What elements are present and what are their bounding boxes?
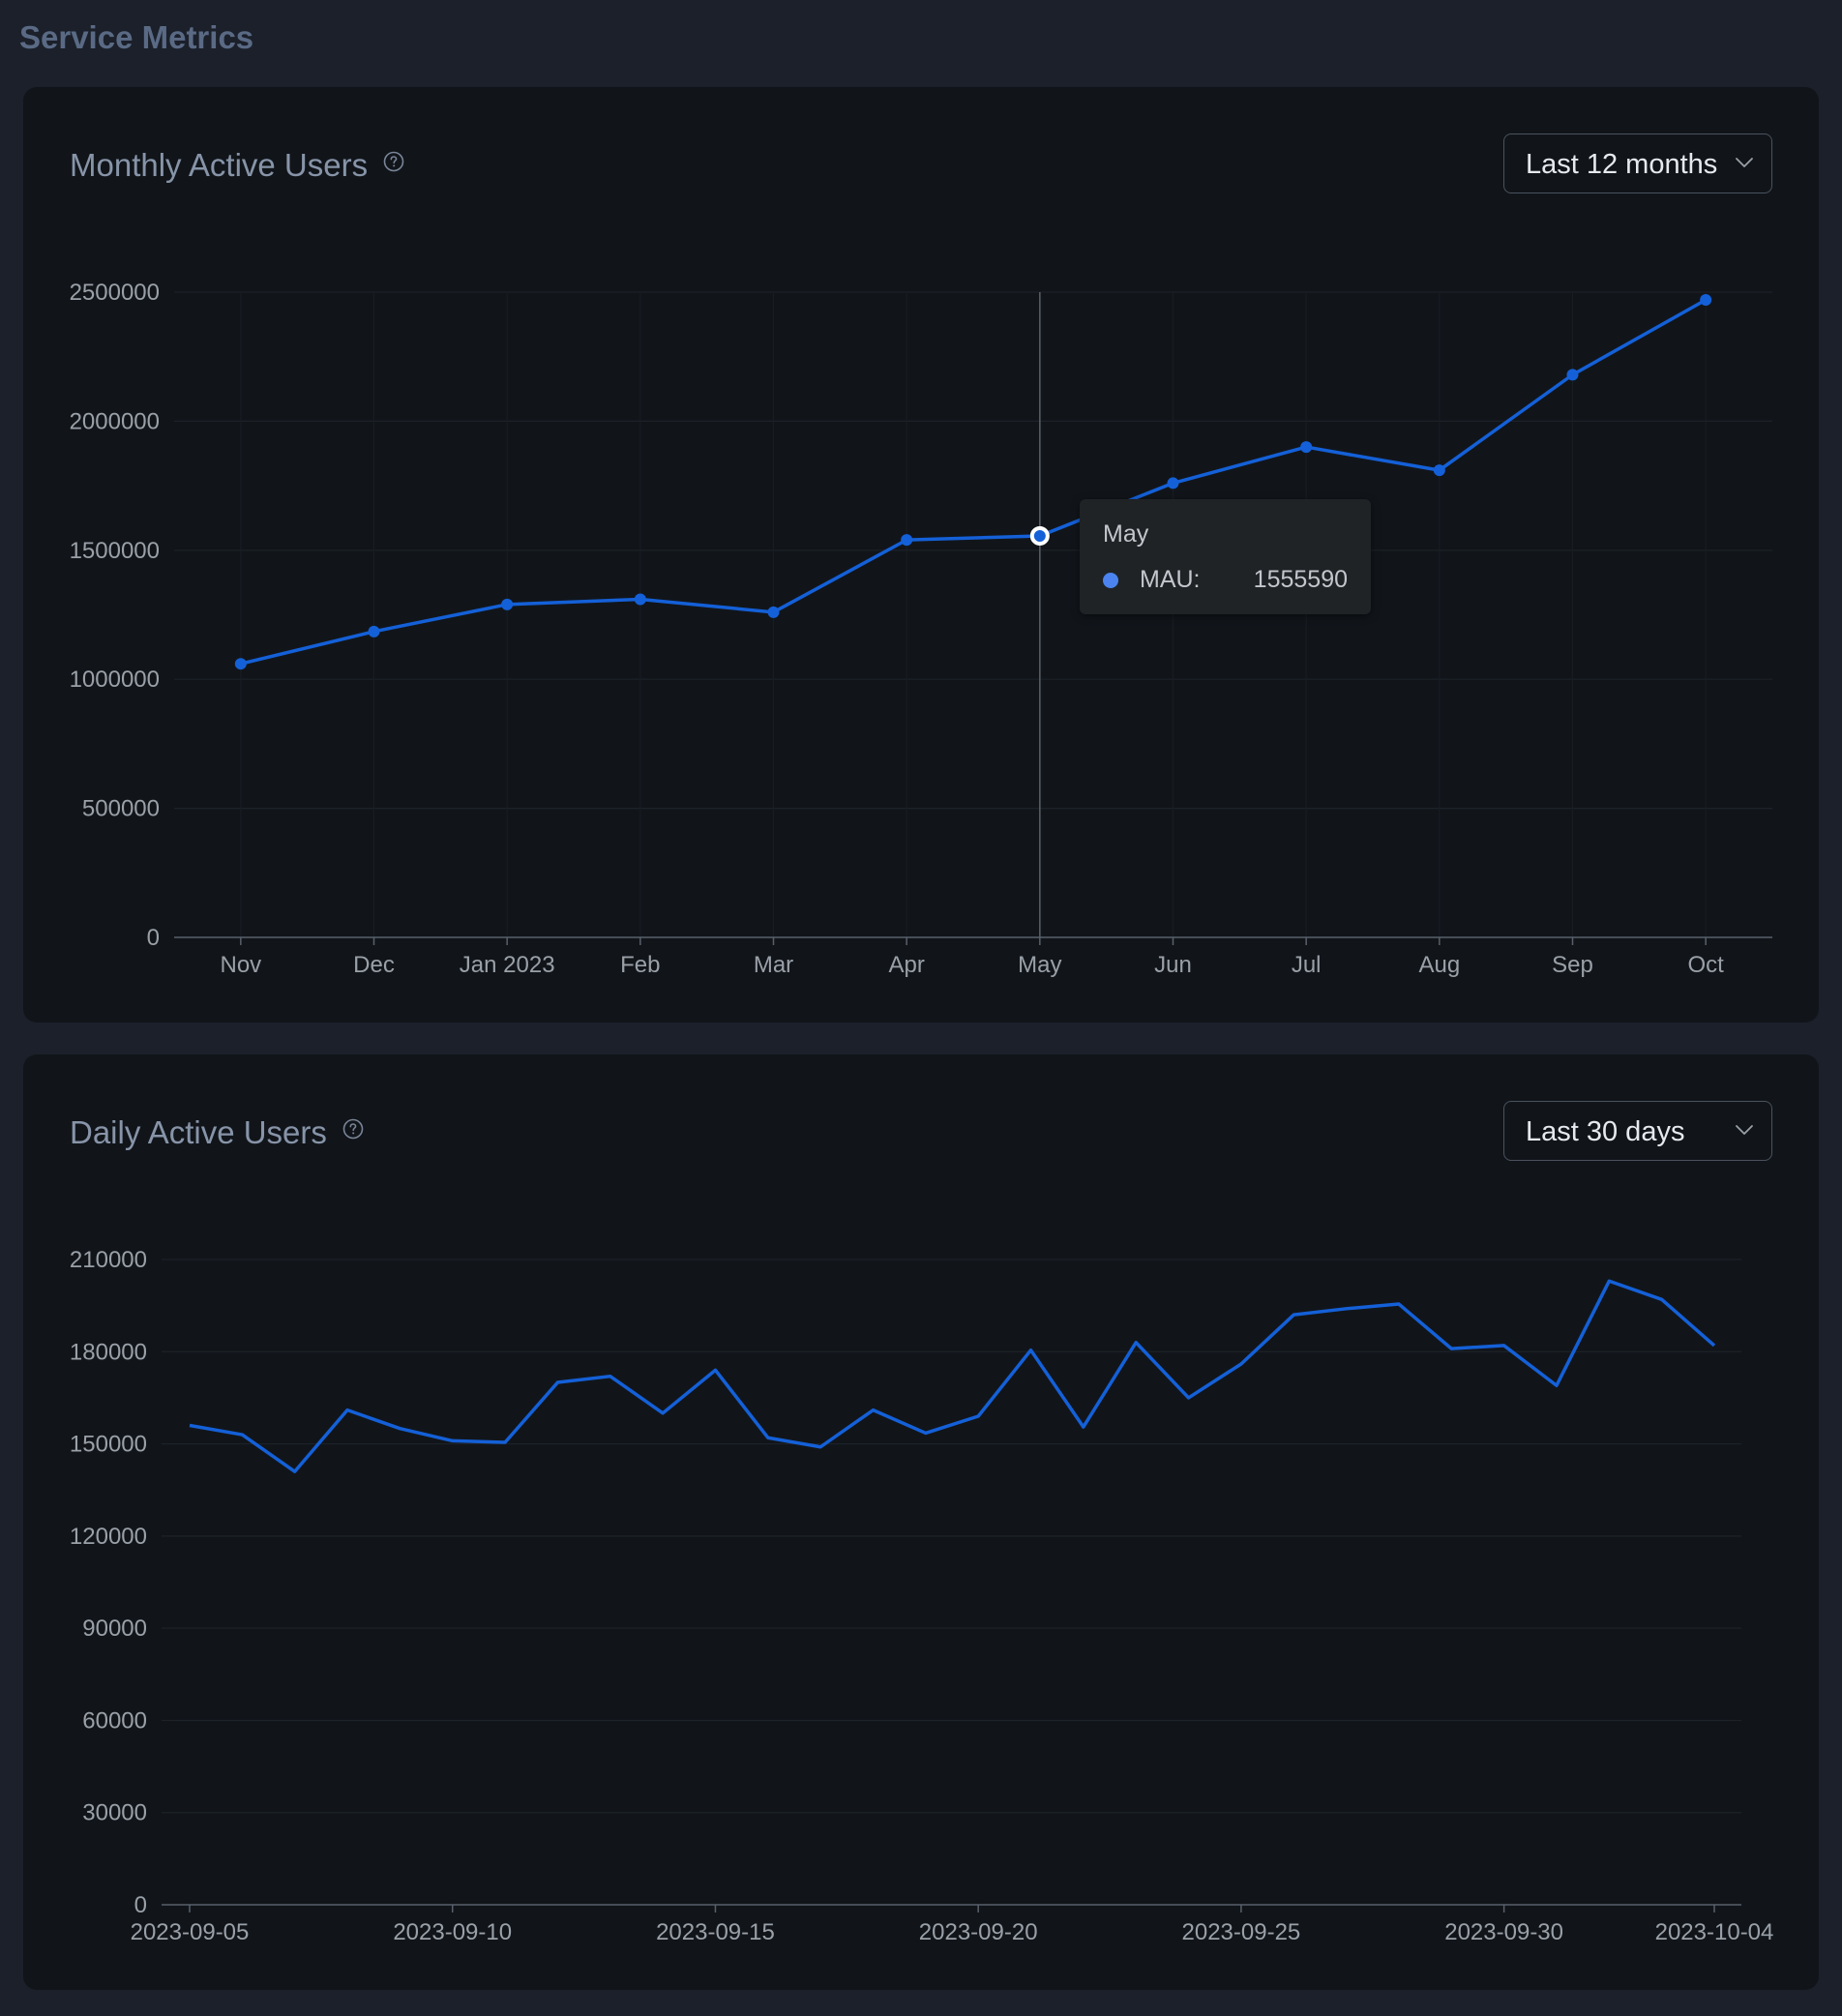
mau-range-select[interactable]: Last 12 months	[1503, 133, 1772, 193]
x-tick-label: Sep	[1552, 952, 1593, 978]
y-tick-label: 30000	[82, 1800, 147, 1826]
mau-point	[501, 598, 514, 610]
x-tick-label: Jan 2023	[460, 952, 555, 978]
x-tick-label: 2023-09-20	[919, 1919, 1038, 1945]
x-tick-label: Feb	[620, 952, 660, 978]
y-tick-label: 0	[147, 925, 160, 951]
dau-panel: 0 30000 60000 90000 120000 150000 180000 210000…	[23, 1054, 1819, 1990]
y-tick-label: 90000	[82, 1616, 147, 1642]
x-tick-label: Nov	[220, 952, 261, 978]
x-tick-label: 2023-10-04	[1655, 1919, 1774, 1945]
y-tick-label: 2500000	[70, 280, 160, 306]
mau-range-label: Last 12 months	[1526, 149, 1718, 180]
mau-point	[1566, 369, 1579, 381]
mau-point	[1433, 464, 1445, 477]
x-tick-label: 2023-09-05	[131, 1919, 250, 1945]
tooltip-series-dot	[1103, 573, 1118, 588]
x-tick-label: Oct	[1687, 952, 1724, 978]
chevron-down-icon	[1736, 1125, 1753, 1135]
y-tick-label: 120000	[70, 1524, 147, 1550]
dau-range-select[interactable]: Last 30 days	[1503, 1101, 1772, 1161]
mau-series-line	[240, 298, 1708, 666]
x-tick-label: Apr	[888, 952, 924, 978]
mau-point	[368, 625, 380, 637]
mau-panel-header: Monthly Active Users Last 12 months	[70, 87, 1772, 222]
mau-panel: 0 500000 1000000 1500000 2000000 2500000 Nov De…	[23, 87, 1819, 1023]
mau-point	[234, 658, 247, 670]
tooltip-series-value: 1555590	[1253, 566, 1348, 593]
mau-point	[1700, 294, 1712, 307]
x-tick-label: May	[1018, 952, 1061, 978]
mau-point	[634, 593, 646, 606]
x-tick-label: 2023-09-25	[1182, 1919, 1301, 1945]
dau-panel-header: Daily Active Users Last 30 days	[70, 1054, 1772, 1190]
question-circle-icon[interactable]	[383, 151, 404, 172]
mau-point	[901, 534, 913, 547]
chevron-down-icon	[1736, 158, 1753, 167]
x-tick-label: Dec	[353, 952, 395, 978]
x-tick-label: Jul	[1292, 952, 1322, 978]
y-tick-label: 210000	[70, 1247, 147, 1273]
x-tick-label: 2023-09-10	[393, 1919, 512, 1945]
x-tick-label: 2023-09-30	[1444, 1919, 1563, 1945]
y-tick-label: 500000	[82, 796, 160, 822]
mau-point-highlighted	[1029, 525, 1050, 546]
x-tick-label: Jun	[1154, 952, 1192, 978]
tooltip-series-label: MAU:	[1140, 566, 1201, 593]
y-tick-label: 180000	[70, 1339, 147, 1365]
mau-title: Monthly Active Users	[70, 147, 369, 183]
mau-chart[interactable]: 0 500000 1000000 1500000 2000000 2500000 Nov De…	[23, 87, 1819, 1023]
mau-point	[1167, 477, 1179, 489]
mau-point	[767, 606, 780, 618]
tooltip-title: May	[1103, 520, 1149, 548]
x-tick-label: Mar	[754, 952, 793, 978]
y-tick-label: 1000000	[70, 667, 160, 693]
dau-range-label: Last 30 days	[1526, 1116, 1685, 1147]
y-tick-label: 150000	[70, 1432, 147, 1458]
x-tick-label: 2023-09-15	[656, 1919, 775, 1945]
mau-tooltip: May MAU: 1555590	[1080, 499, 1371, 614]
mau-point	[1300, 441, 1313, 454]
y-tick-label: 60000	[82, 1707, 147, 1734]
question-circle-icon[interactable]	[342, 1118, 364, 1140]
dau-series-line	[189, 1279, 1716, 1473]
y-tick-label: 0	[134, 1892, 147, 1918]
dau-chart[interactable]: 0 30000 60000 90000 120000 150000 180000 210000…	[23, 1054, 1819, 1990]
dau-title: Daily Active Users	[70, 1114, 327, 1150]
x-tick-label: Aug	[1418, 952, 1460, 978]
y-tick-label: 2000000	[70, 408, 160, 434]
y-tick-label: 1500000	[70, 538, 160, 564]
page-title: Service Metrics	[19, 19, 254, 55]
